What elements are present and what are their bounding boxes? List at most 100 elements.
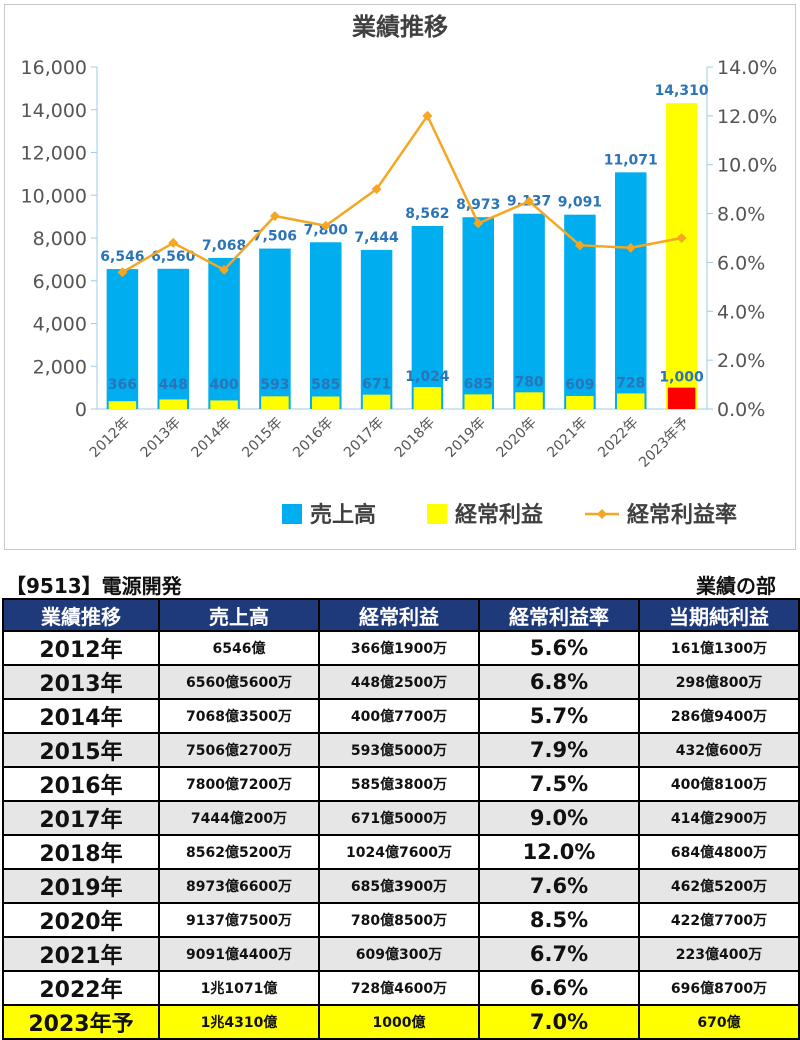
ordinary-profit-data-label: 1,024 (405, 369, 450, 385)
right-tick-label: 0.0% (717, 399, 765, 421)
table-row-forecast: 2023年予 1兆4310億 1000億 7.0% 670億 (2, 1004, 800, 1040)
header-sales: 売上高 (158, 598, 320, 632)
sales-data-label: 7,506 (253, 229, 297, 245)
sales-data-label: 7,444 (354, 230, 399, 246)
left-tick-label: 14,000 (21, 100, 87, 122)
x-category-label: 2022年 (595, 415, 641, 461)
ordinary-profit-bar (311, 396, 340, 409)
ordinary-profit-cell: 780億8500万 (318, 902, 480, 938)
table-row: 2012年 6546億 366億1900万 5.6% 161億1300万 (2, 630, 800, 666)
profit-rate-point (473, 218, 484, 229)
sales-cell: 9091億4400万 (158, 936, 320, 972)
year-cell: 2019年 (2, 868, 160, 904)
ordinary-profit-bar (667, 387, 696, 409)
year-cell: 2016年 (2, 766, 160, 802)
net-income-cell: 161億1300万 (638, 630, 800, 666)
profit-rate-cell: 9.0% (478, 800, 640, 836)
ordinary-profit-data-label: 728 (616, 375, 645, 391)
table-row: 2016年 7800億7200万 585億3800万 7.5% 400億8100万 (2, 766, 800, 802)
profit-rate-cell: 5.6% (478, 630, 640, 666)
sales-bar (309, 242, 342, 409)
year-cell: 2015年 (2, 732, 160, 768)
sales-bar (157, 268, 190, 409)
sales-cell: 6560億5600万 (158, 664, 320, 700)
profit-rate-cell: 7.6% (478, 868, 640, 904)
ordinary-profit-bar (261, 396, 289, 409)
profit-rate-cell: 7.0% (478, 1004, 640, 1040)
ordinary-profit-cell: 585億3800万 (318, 766, 480, 802)
sales-cell: 1兆1071億 (158, 970, 320, 1006)
sales-cell: 8973億6600万 (158, 868, 320, 904)
left-tick-label: 10,000 (21, 185, 87, 207)
ordinary-profit-data-label: 366 (108, 377, 137, 393)
left-tick-label: 0 (75, 399, 87, 421)
legend-label-profit-rate: 経常利益率 (627, 502, 737, 528)
header-period: 業績推移 (2, 598, 160, 632)
ordinary-profit-bar (210, 400, 238, 409)
profit-rate-point (219, 264, 230, 275)
profit-rate-point (371, 184, 382, 195)
profit-rate-point (625, 242, 636, 253)
ordinary-profit-data-label: 448 (159, 377, 188, 393)
profit-rate-cell: 7.9% (478, 732, 640, 768)
ordinary-profit-cell: 593億5000万 (318, 732, 480, 768)
net-income-cell: 400億8100万 (638, 766, 800, 802)
x-category-label: 2015年 (239, 415, 285, 461)
table-row: 2021年 9091億4400万 609億300万 6.7% 223億400万 (2, 936, 800, 972)
ordinary-profit-bar (159, 399, 188, 409)
ordinary-profit-bar (566, 395, 594, 409)
sales-bar (106, 269, 139, 409)
sales-data-label: 8,973 (456, 197, 500, 213)
ordinary-profit-bar (515, 392, 543, 409)
ordinary-profit-bar (413, 387, 442, 409)
sales-cell: 9137億7500万 (158, 902, 320, 938)
sales-bar (513, 213, 545, 409)
ordinary-profit-data-label: 585 (311, 377, 340, 393)
profit-rate-cell: 12.0% (478, 834, 640, 870)
sales-bar (614, 172, 647, 409)
x-category-label: 2016年 (290, 415, 336, 461)
left-tick-label: 4,000 (33, 314, 87, 336)
year-cell: 2020年 (2, 902, 160, 938)
year-cell: 2013年 (2, 664, 160, 700)
table-row: 2019年 8973億6600万 685億3900万 7.6% 462億5200万 (2, 868, 800, 904)
table-row: 2015年 7506億2700万 593億5000万 7.9% 432億600万 (2, 732, 800, 768)
ordinary-profit-cell: 1024億7600万 (318, 834, 480, 870)
ordinary-profit-cell: 671億5000万 (318, 800, 480, 836)
year-cell: 2018年 (2, 834, 160, 870)
sales-bar (360, 249, 393, 409)
sales-data-label: 9,091 (558, 195, 602, 211)
sales-bar (259, 248, 291, 409)
net-income-cell: 414億2900万 (638, 800, 800, 836)
x-category-label: 2017年 (341, 415, 387, 461)
net-income-cell: 286億9400万 (638, 698, 800, 734)
sales-cell: 7800億7200万 (158, 766, 320, 802)
ordinary-profit-data-label: 780 (514, 374, 543, 390)
header-net-income: 当期純利益 (638, 598, 800, 632)
legend-label-sales: 売上高 (310, 502, 376, 528)
sales-bar (665, 103, 698, 409)
sales-cell: 1兆4310億 (158, 1004, 320, 1040)
ordinary-profit-cell: 1000億 (318, 1004, 480, 1040)
legend-swatch-sales (282, 504, 302, 524)
legend-marker-profit-rate (597, 509, 607, 519)
legend-label-ordinary-profit: 経常利益 (455, 502, 543, 528)
net-income-cell: 462億5200万 (638, 868, 800, 904)
header-profit-rate: 経常利益率 (478, 598, 640, 632)
ordinary-profit-data-label: 685 (464, 376, 493, 392)
ordinary-profit-data-label: 593 (260, 377, 289, 393)
right-tick-label: 4.0% (717, 301, 765, 323)
profit-rate-cell: 8.5% (478, 902, 640, 938)
stock-title: 【9513】電源開発 (6, 574, 182, 598)
net-income-cell: 432億600万 (638, 732, 800, 768)
year-cell: 2017年 (2, 800, 160, 836)
sales-bar (462, 217, 495, 409)
sales-bar (411, 225, 444, 409)
profit-rate-point (676, 233, 687, 243)
profit-rate-point (320, 220, 331, 231)
profit-rate-cell: 6.7% (478, 936, 640, 972)
net-income-cell: 298億800万 (638, 664, 800, 700)
sales-cell: 7444億200万 (158, 800, 320, 836)
sales-cell: 6546億 (158, 630, 320, 666)
right-tick-label: 10.0% (717, 155, 777, 177)
